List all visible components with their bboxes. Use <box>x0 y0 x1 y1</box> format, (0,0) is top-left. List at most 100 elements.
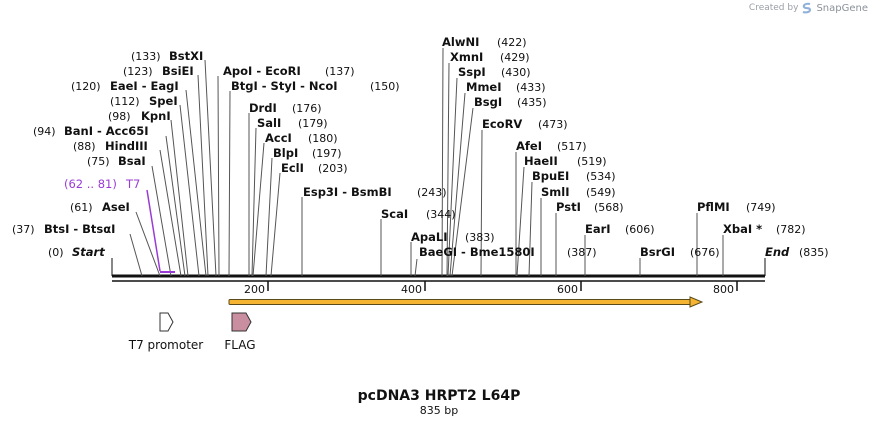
site-pos-baegi: (387) <box>567 246 597 259</box>
site-pos-drdi: (176) <box>292 102 322 115</box>
site-asei[interactable]: AseI <box>102 200 130 214</box>
feature-t7-promoter[interactable]: T7 promoter <box>128 312 204 352</box>
site-bsai[interactable]: BsaI <box>118 154 146 168</box>
site-ecli[interactable]: EclI <box>281 161 304 175</box>
site-eari[interactable]: EarI <box>585 222 611 236</box>
start-label: Start <box>72 245 105 259</box>
site-pos-sspi: (430) <box>501 66 531 79</box>
site-kpni[interactable]: KpnI <box>141 109 171 123</box>
site-psti[interactable]: PstI <box>556 200 581 214</box>
flag-arrow-icon <box>231 312 252 332</box>
site-pos-bsrgi: (676) <box>690 246 720 259</box>
site-pos-bpuei: (534) <box>586 170 616 183</box>
site-sspi[interactable]: SspI <box>458 65 486 79</box>
site-hindiii[interactable]: HindIII <box>105 139 148 153</box>
site-pos-sali: (179) <box>298 117 328 130</box>
site-pos-psti: (568) <box>594 201 624 214</box>
site-pos-bsiei: (123) <box>123 65 153 78</box>
site-pflmi[interactable]: PflMI <box>697 200 730 214</box>
site-pos-ecorv: (473) <box>538 118 568 131</box>
site-pos-kpni: (98) <box>108 110 131 123</box>
site-bpuei[interactable]: BpuEI <box>532 169 569 183</box>
site-pos-mmei: (433) <box>516 81 546 94</box>
site-scai[interactable]: ScaI <box>381 207 408 221</box>
site-pos-haeii: (519) <box>577 155 607 168</box>
site-ecorv[interactable]: EcoRV <box>482 117 522 131</box>
site-pos-hindiii: (88) <box>73 140 96 153</box>
site-bsgi[interactable]: BsgI <box>474 95 502 109</box>
site-drdi[interactable]: DrdI <box>249 101 277 115</box>
leader-lines <box>129 47 724 277</box>
site-spei[interactable]: SpeI <box>149 94 178 108</box>
site-pos-eari: (606) <box>625 223 655 236</box>
site-pos-asei: (61) <box>70 201 93 214</box>
site-blpi[interactable]: BlpI <box>273 146 298 160</box>
site-pos-ecli: (203) <box>318 162 348 175</box>
site-pos-afei: (517) <box>557 140 587 153</box>
site-bstxi[interactable]: BstXI <box>169 49 203 63</box>
site-pos-bsgi: (435) <box>517 96 547 109</box>
site-esp3i[interactable]: Esp3I - BsmBI <box>303 185 392 199</box>
end-position: (835) <box>799 246 829 259</box>
site-bsiei[interactable]: BsiEI <box>162 64 194 78</box>
site-acci[interactable]: AccI <box>265 131 292 145</box>
site-sali[interactable]: SalI <box>257 116 281 130</box>
ruler: 200 400 600 800 <box>244 281 738 296</box>
site-pos-apali: (383) <box>465 231 495 244</box>
credit-prefix: Created by <box>748 3 799 13</box>
tick-label-600: 600 <box>557 283 578 296</box>
site-afei[interactable]: AfeI <box>516 139 542 153</box>
site-pos-bstxi: (133) <box>131 50 161 63</box>
site-pos-pflmi: (749) <box>746 201 776 214</box>
site-pos-bsai: (75) <box>87 155 110 168</box>
snapgene-logo-icon <box>803 2 812 14</box>
site-xmni[interactable]: XmnI <box>450 50 483 64</box>
site-bani[interactable]: BanI - Acc65I <box>64 124 149 138</box>
site-pos-scai: (344) <box>426 208 456 221</box>
start-position: (0) <box>48 246 64 259</box>
feature-flag[interactable]: FLAG <box>224 312 256 352</box>
credit-brand: SnapGene <box>816 2 868 14</box>
map-title: pcDNA3 HRPT2 L64P <box>358 388 521 404</box>
primer-t7-position: (62 .. 81) <box>64 177 117 191</box>
site-btsi[interactable]: BtsI - BtsαI <box>44 222 115 236</box>
t7-promoter-label: T7 promoter <box>128 338 204 352</box>
site-baegi[interactable]: BaeGI - Bme1580I <box>419 245 535 259</box>
site-pos-alwni: (422) <box>497 36 527 49</box>
site-pos-btsi: (37) <box>12 223 35 236</box>
flag-label: FLAG <box>224 338 255 352</box>
site-mmei[interactable]: MmeI <box>466 80 502 94</box>
site-pos-btgi: (150) <box>370 80 400 93</box>
site-btgi[interactable]: BtgI - StyI - NcoI <box>231 79 338 93</box>
tick-label-400: 400 <box>401 283 422 296</box>
primer-t7-label[interactable]: T7 <box>125 177 140 191</box>
t7-promoter-arrow-icon <box>159 312 174 332</box>
site-xbai[interactable]: XbaI * <box>723 222 762 236</box>
site-pos-xbai: (782) <box>776 223 806 236</box>
site-pos-blpi: (197) <box>312 147 342 160</box>
orf-arrow[interactable] <box>228 296 704 308</box>
site-apali[interactable]: ApaLI <box>411 230 448 244</box>
site-pos-acci: (180) <box>308 132 338 145</box>
tick-label-800: 800 <box>713 283 734 296</box>
primer-t7[interactable] <box>146 189 175 273</box>
snapgene-credit: Created by SnapGene <box>749 2 868 14</box>
site-alwni[interactable]: AlwNI <box>442 35 479 49</box>
site-pos-spei: (112) <box>110 95 140 108</box>
site-pos-xmni: (429) <box>500 51 530 64</box>
site-eaei[interactable]: EaeI - EagI <box>110 79 179 93</box>
backbone <box>111 258 766 282</box>
site-pos-eaei: (120) <box>71 80 101 93</box>
map-length: 835 bp <box>420 404 458 417</box>
site-bsrgi[interactable]: BsrGI <box>640 245 675 259</box>
tick-label-200: 200 <box>244 283 265 296</box>
site-haeii[interactable]: HaeII <box>524 154 558 168</box>
end-label: End <box>765 245 790 259</box>
site-pos-bani: (94) <box>33 125 56 138</box>
site-smli[interactable]: SmlI <box>541 185 570 199</box>
site-apoi[interactable]: ApoI - EcoRI <box>223 64 301 78</box>
site-pos-smli: (549) <box>586 186 616 199</box>
site-pos-esp3i: (243) <box>417 186 447 199</box>
site-pos-apoi: (137) <box>325 65 355 78</box>
